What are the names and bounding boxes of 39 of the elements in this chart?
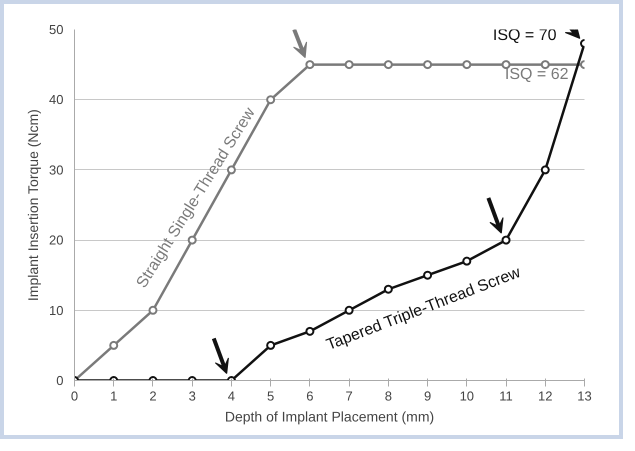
x-tick-label: 11 bbox=[499, 388, 513, 404]
x-tick-label: 9 bbox=[424, 388, 432, 404]
x-tick-label: 8 bbox=[384, 388, 392, 404]
y-tick-label: 10 bbox=[49, 302, 64, 318]
y-tick-label: 50 bbox=[49, 22, 64, 37]
point bbox=[462, 256, 472, 266]
x-axis-title: Depth of Implant Placement (mm) bbox=[224, 408, 434, 424]
x-tick-label: 1 bbox=[110, 388, 118, 404]
y-axis-title: Implant Insertion Torque (Ncm) bbox=[25, 109, 42, 302]
x-tick-label: 7 bbox=[346, 388, 353, 404]
point bbox=[423, 270, 432, 280]
point bbox=[109, 340, 118, 350]
point bbox=[423, 60, 432, 70]
point bbox=[344, 306, 354, 315]
x-tick-label: 3 bbox=[188, 388, 196, 404]
point bbox=[266, 340, 276, 350]
x-tick-label: 6 bbox=[306, 388, 314, 404]
point bbox=[266, 95, 276, 104]
x-tick-label: 5 bbox=[267, 388, 274, 404]
x-tick-label: 4 bbox=[228, 388, 236, 404]
y-tick-label: 20 bbox=[49, 232, 64, 248]
x-tick-label: 0 bbox=[70, 388, 78, 404]
point bbox=[148, 306, 158, 315]
annotation: ISQ = 62 bbox=[504, 66, 569, 84]
x-tick-label: 2 bbox=[149, 388, 157, 404]
y-tick-label: 40 bbox=[49, 92, 64, 108]
point bbox=[462, 60, 472, 70]
point bbox=[540, 165, 550, 174]
point bbox=[344, 60, 354, 70]
point bbox=[384, 60, 393, 70]
y-tick-label: 0 bbox=[56, 373, 64, 388]
x-tick-label: 13 bbox=[577, 388, 592, 404]
point bbox=[305, 60, 314, 70]
point bbox=[305, 326, 314, 336]
y-tick-label: 30 bbox=[49, 162, 64, 178]
x-tick-label: 12 bbox=[538, 388, 553, 404]
point bbox=[502, 236, 511, 245]
point bbox=[540, 60, 550, 70]
x-tick-label: 10 bbox=[460, 388, 474, 404]
